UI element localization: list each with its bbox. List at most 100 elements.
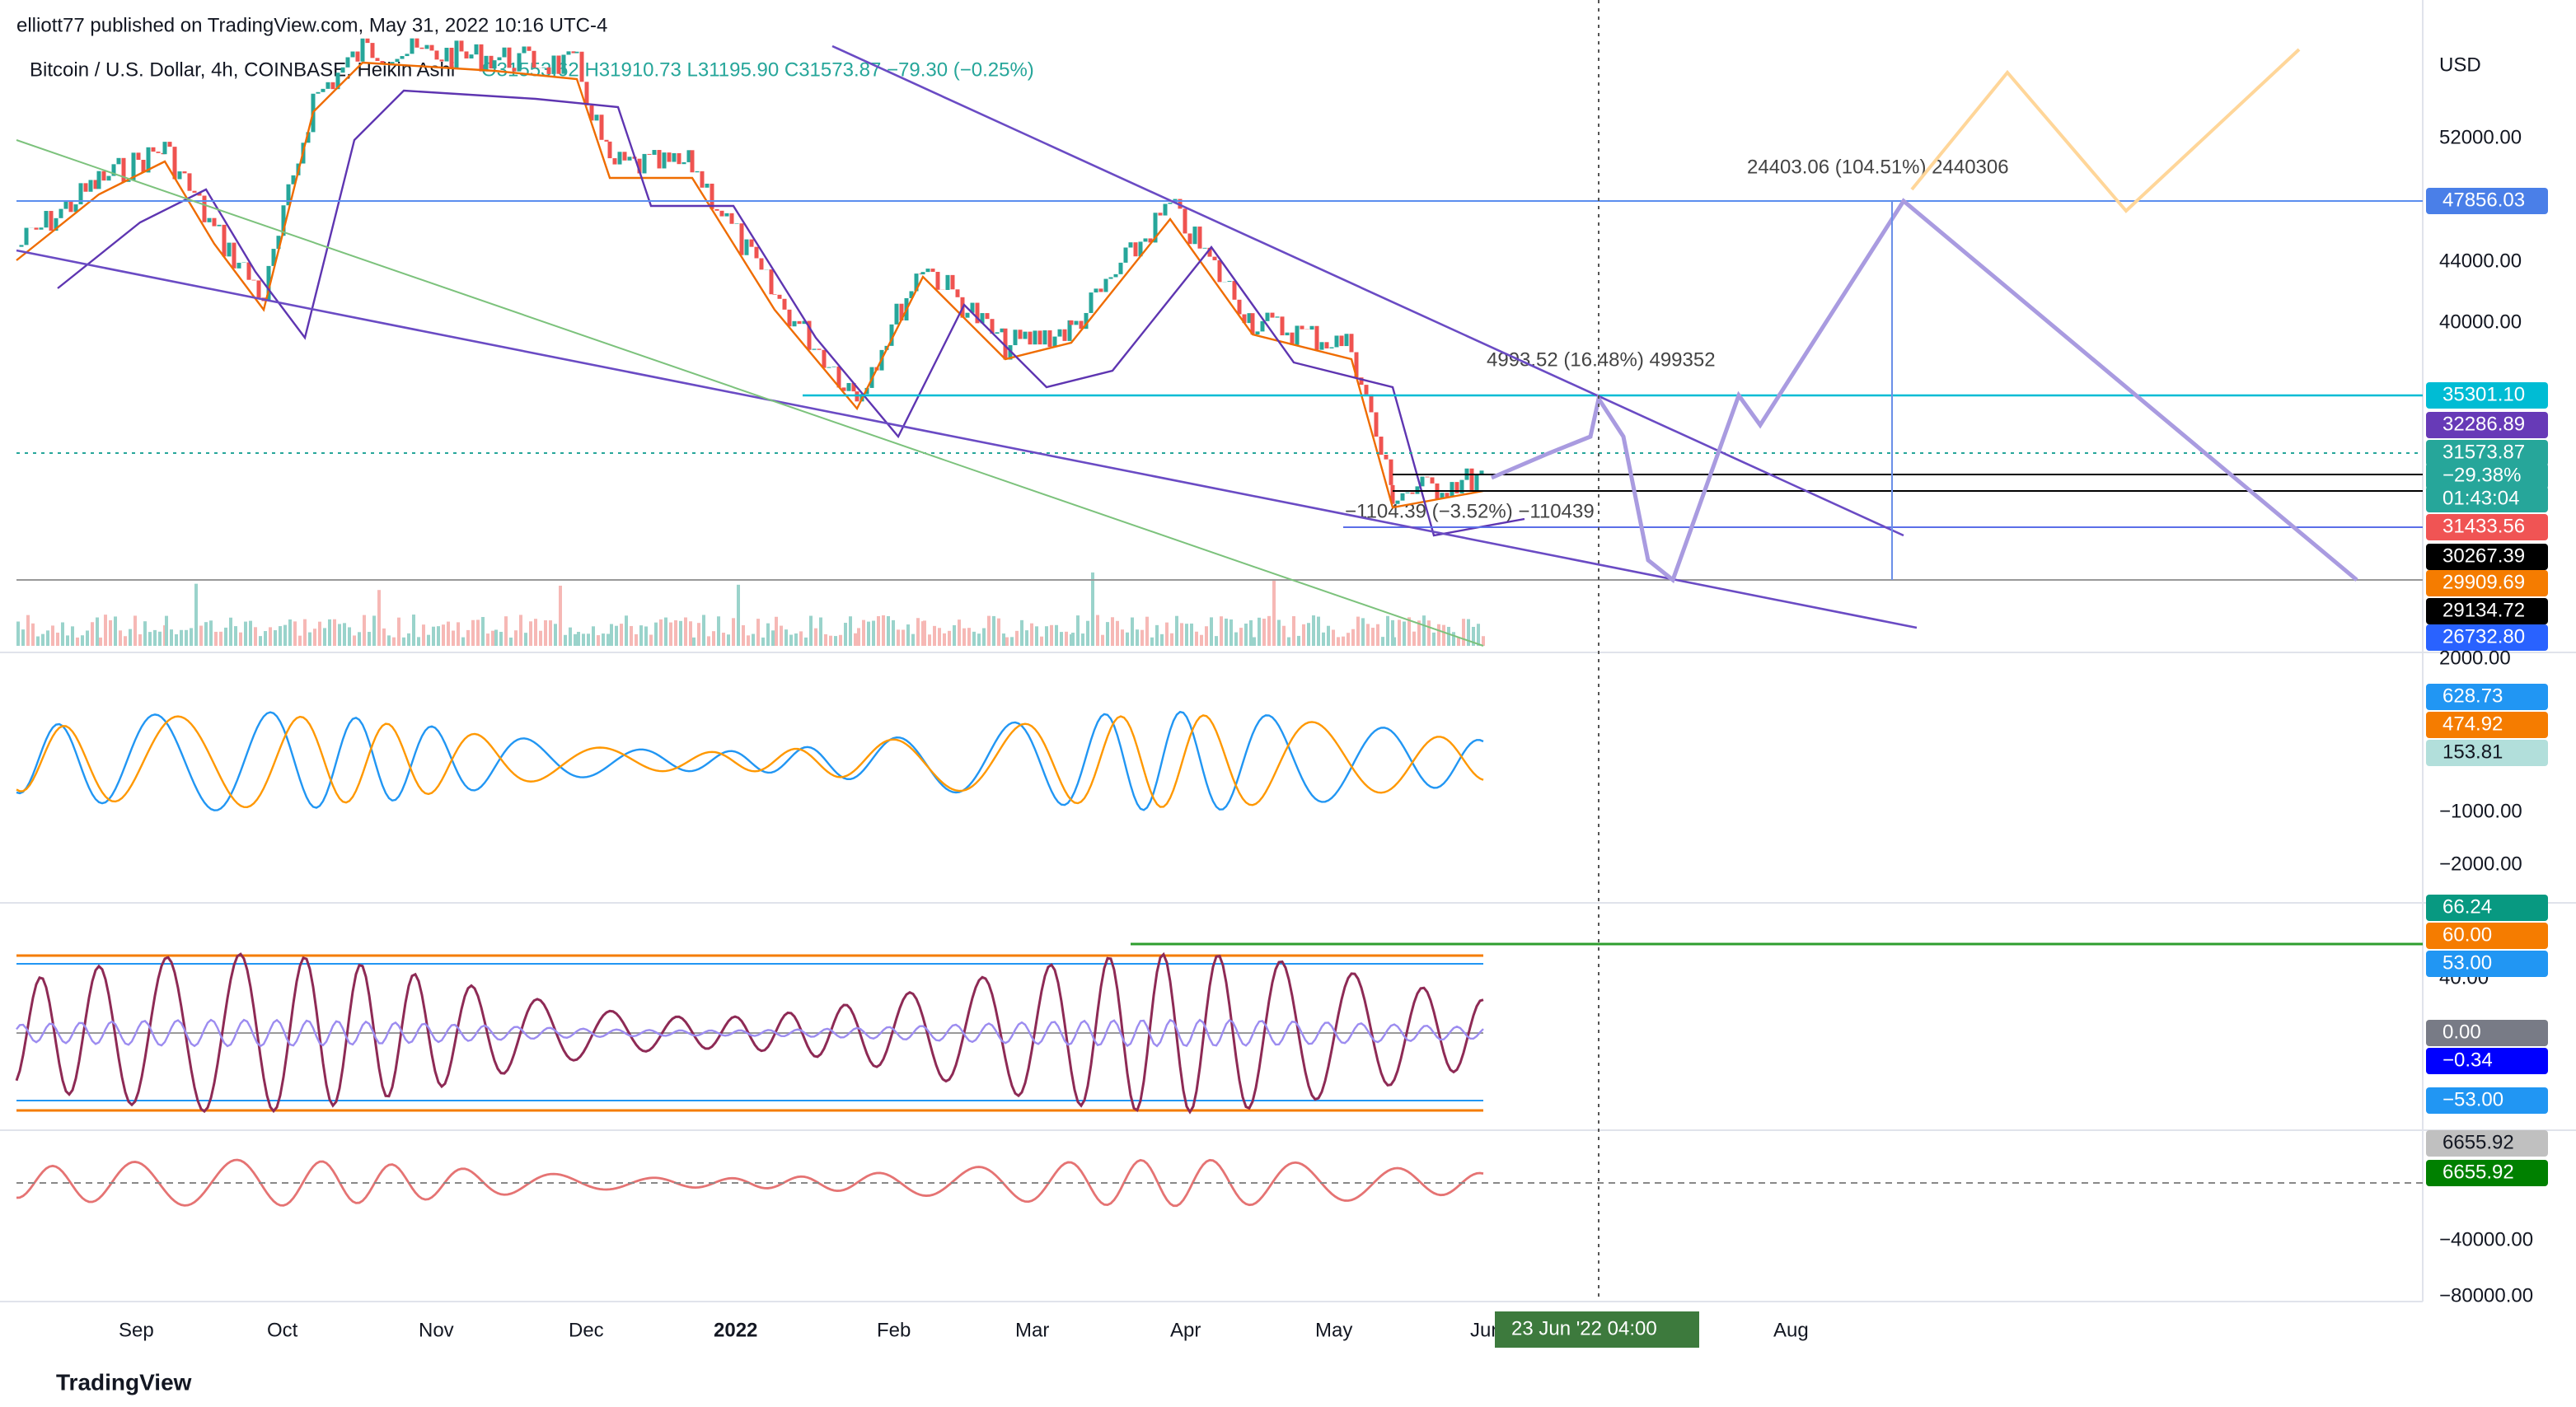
volume (569, 627, 572, 646)
price-badge-text: 29909.69 (2443, 571, 2525, 593)
volume (766, 623, 770, 646)
volume (1287, 637, 1290, 646)
volume (1262, 619, 1266, 646)
volume (752, 633, 755, 646)
volume (1467, 619, 1470, 646)
volume (41, 633, 44, 646)
time-label: Oct (267, 1319, 298, 1341)
volume (1020, 619, 1023, 646)
volume (124, 636, 127, 646)
volume (499, 632, 503, 646)
volume (592, 626, 595, 646)
currency: USD (2439, 54, 2481, 76)
volume (209, 620, 213, 646)
price-badge-text: −29.38% (2443, 464, 2521, 486)
volume (809, 615, 813, 646)
price-badge-text: 6655.92 (2443, 1131, 2514, 1153)
volume (953, 624, 956, 646)
volume (1442, 624, 1445, 646)
volume (644, 626, 648, 646)
volume (114, 616, 117, 646)
axis-tick-label: −2000.00 (2439, 853, 2522, 875)
volume (1452, 632, 1455, 646)
price-badge-text: 01:43:04 (2443, 487, 2519, 509)
ohlc: O31553.62 H31910.73 L31195.90 C31573.87 … (481, 58, 1034, 81)
volume (1437, 624, 1440, 646)
volume (21, 629, 25, 646)
volume (564, 634, 567, 646)
volume (1332, 629, 1335, 646)
volume (559, 586, 562, 646)
volume (308, 632, 311, 646)
volume (639, 625, 643, 646)
volume (323, 628, 326, 646)
price-badge-text: 29134.72 (2443, 599, 2525, 621)
axis-tick-label: −1000.00 (2439, 800, 2522, 822)
volume (1351, 629, 1355, 646)
volume (674, 619, 677, 646)
volume (76, 637, 79, 646)
volume (244, 621, 247, 646)
volume (1398, 619, 1401, 646)
volume (1170, 633, 1173, 646)
time-label: Mar (1015, 1319, 1049, 1341)
price-badge (2426, 740, 2548, 766)
publisher: elliott77 published on TradingView.com, … (16, 14, 607, 36)
volume (1244, 623, 1248, 646)
volume (303, 619, 307, 646)
price-badge-text: 628.73 (2443, 685, 2503, 707)
volume (1258, 617, 1261, 646)
volume (486, 633, 489, 646)
volume (732, 618, 735, 646)
volume (363, 615, 366, 646)
volume (1091, 572, 1094, 646)
volume (397, 617, 400, 646)
volume (692, 637, 696, 646)
price-badge (2426, 1020, 2548, 1046)
volume (1297, 635, 1300, 646)
volume (447, 621, 450, 646)
volume (170, 629, 173, 646)
volume (943, 633, 946, 646)
volume (1086, 620, 1089, 646)
volume (133, 615, 137, 646)
volume (1457, 637, 1460, 646)
volume (877, 615, 880, 646)
time-label: Sep (119, 1319, 154, 1341)
volume (1249, 619, 1253, 646)
volume (669, 622, 672, 646)
volume (338, 624, 341, 646)
volume (348, 627, 351, 646)
volume (967, 628, 971, 646)
volume (1337, 637, 1340, 646)
volume (1215, 636, 1218, 646)
price-badge-text: −0.34 (2443, 1049, 2493, 1071)
volume (377, 590, 381, 646)
volume (71, 626, 74, 646)
volume (204, 622, 208, 646)
volume (854, 633, 857, 646)
volume (1131, 617, 1134, 646)
crosshair-badge (1495, 1311, 1699, 1348)
volume (867, 621, 870, 646)
brand: TradingView (56, 1369, 192, 1395)
time-label: Feb (877, 1319, 911, 1341)
oscillator (15, 951, 1484, 1115)
volume (597, 635, 600, 646)
volume (659, 619, 663, 646)
volume (422, 624, 425, 646)
volume (1190, 623, 1193, 646)
price-badge (2426, 570, 2548, 596)
volume (862, 619, 865, 646)
volume (1111, 617, 1114, 646)
volume (372, 615, 376, 646)
volume (16, 621, 20, 646)
volume (519, 615, 522, 646)
volume (1253, 637, 1256, 646)
volume (684, 617, 687, 646)
volume (906, 624, 910, 646)
volume (834, 636, 837, 646)
volume (452, 630, 455, 646)
volume (997, 618, 1000, 646)
volume (654, 622, 658, 646)
